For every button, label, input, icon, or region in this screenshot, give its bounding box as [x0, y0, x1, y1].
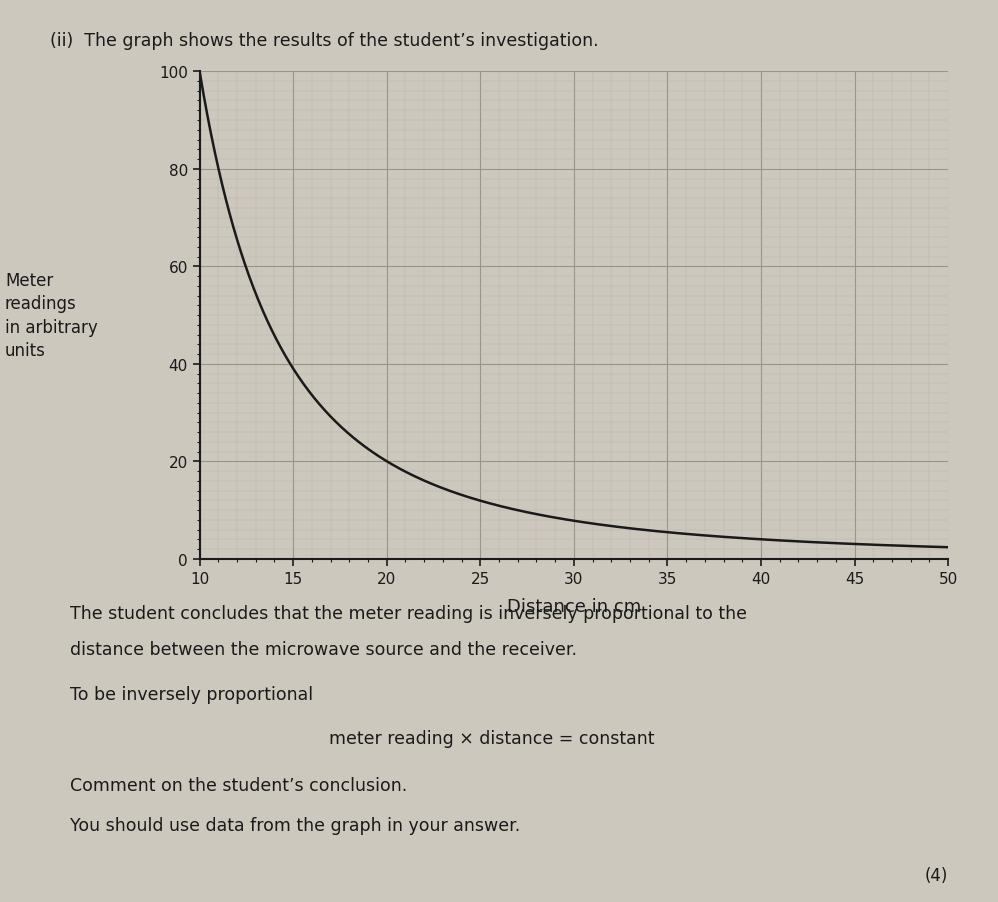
- Text: The student concludes that the meter reading is inversely proportional to the: The student concludes that the meter rea…: [70, 604, 747, 622]
- Text: Meter
readings
in arbitrary
units: Meter readings in arbitrary units: [5, 272, 98, 360]
- Text: Comment on the student’s conclusion.: Comment on the student’s conclusion.: [70, 776, 407, 794]
- Text: To be inversely proportional: To be inversely proportional: [70, 686, 313, 704]
- Text: (ii)  The graph shows the results of the student’s investigation.: (ii) The graph shows the results of the …: [50, 32, 599, 50]
- Text: distance between the microwave source and the receiver.: distance between the microwave source an…: [70, 640, 577, 658]
- Text: You should use data from the graph in your answer.: You should use data from the graph in yo…: [70, 816, 520, 834]
- X-axis label: Distance in cm: Distance in cm: [507, 597, 641, 615]
- Text: meter reading × distance = constant: meter reading × distance = constant: [329, 729, 655, 747]
- Text: (4): (4): [925, 866, 948, 884]
